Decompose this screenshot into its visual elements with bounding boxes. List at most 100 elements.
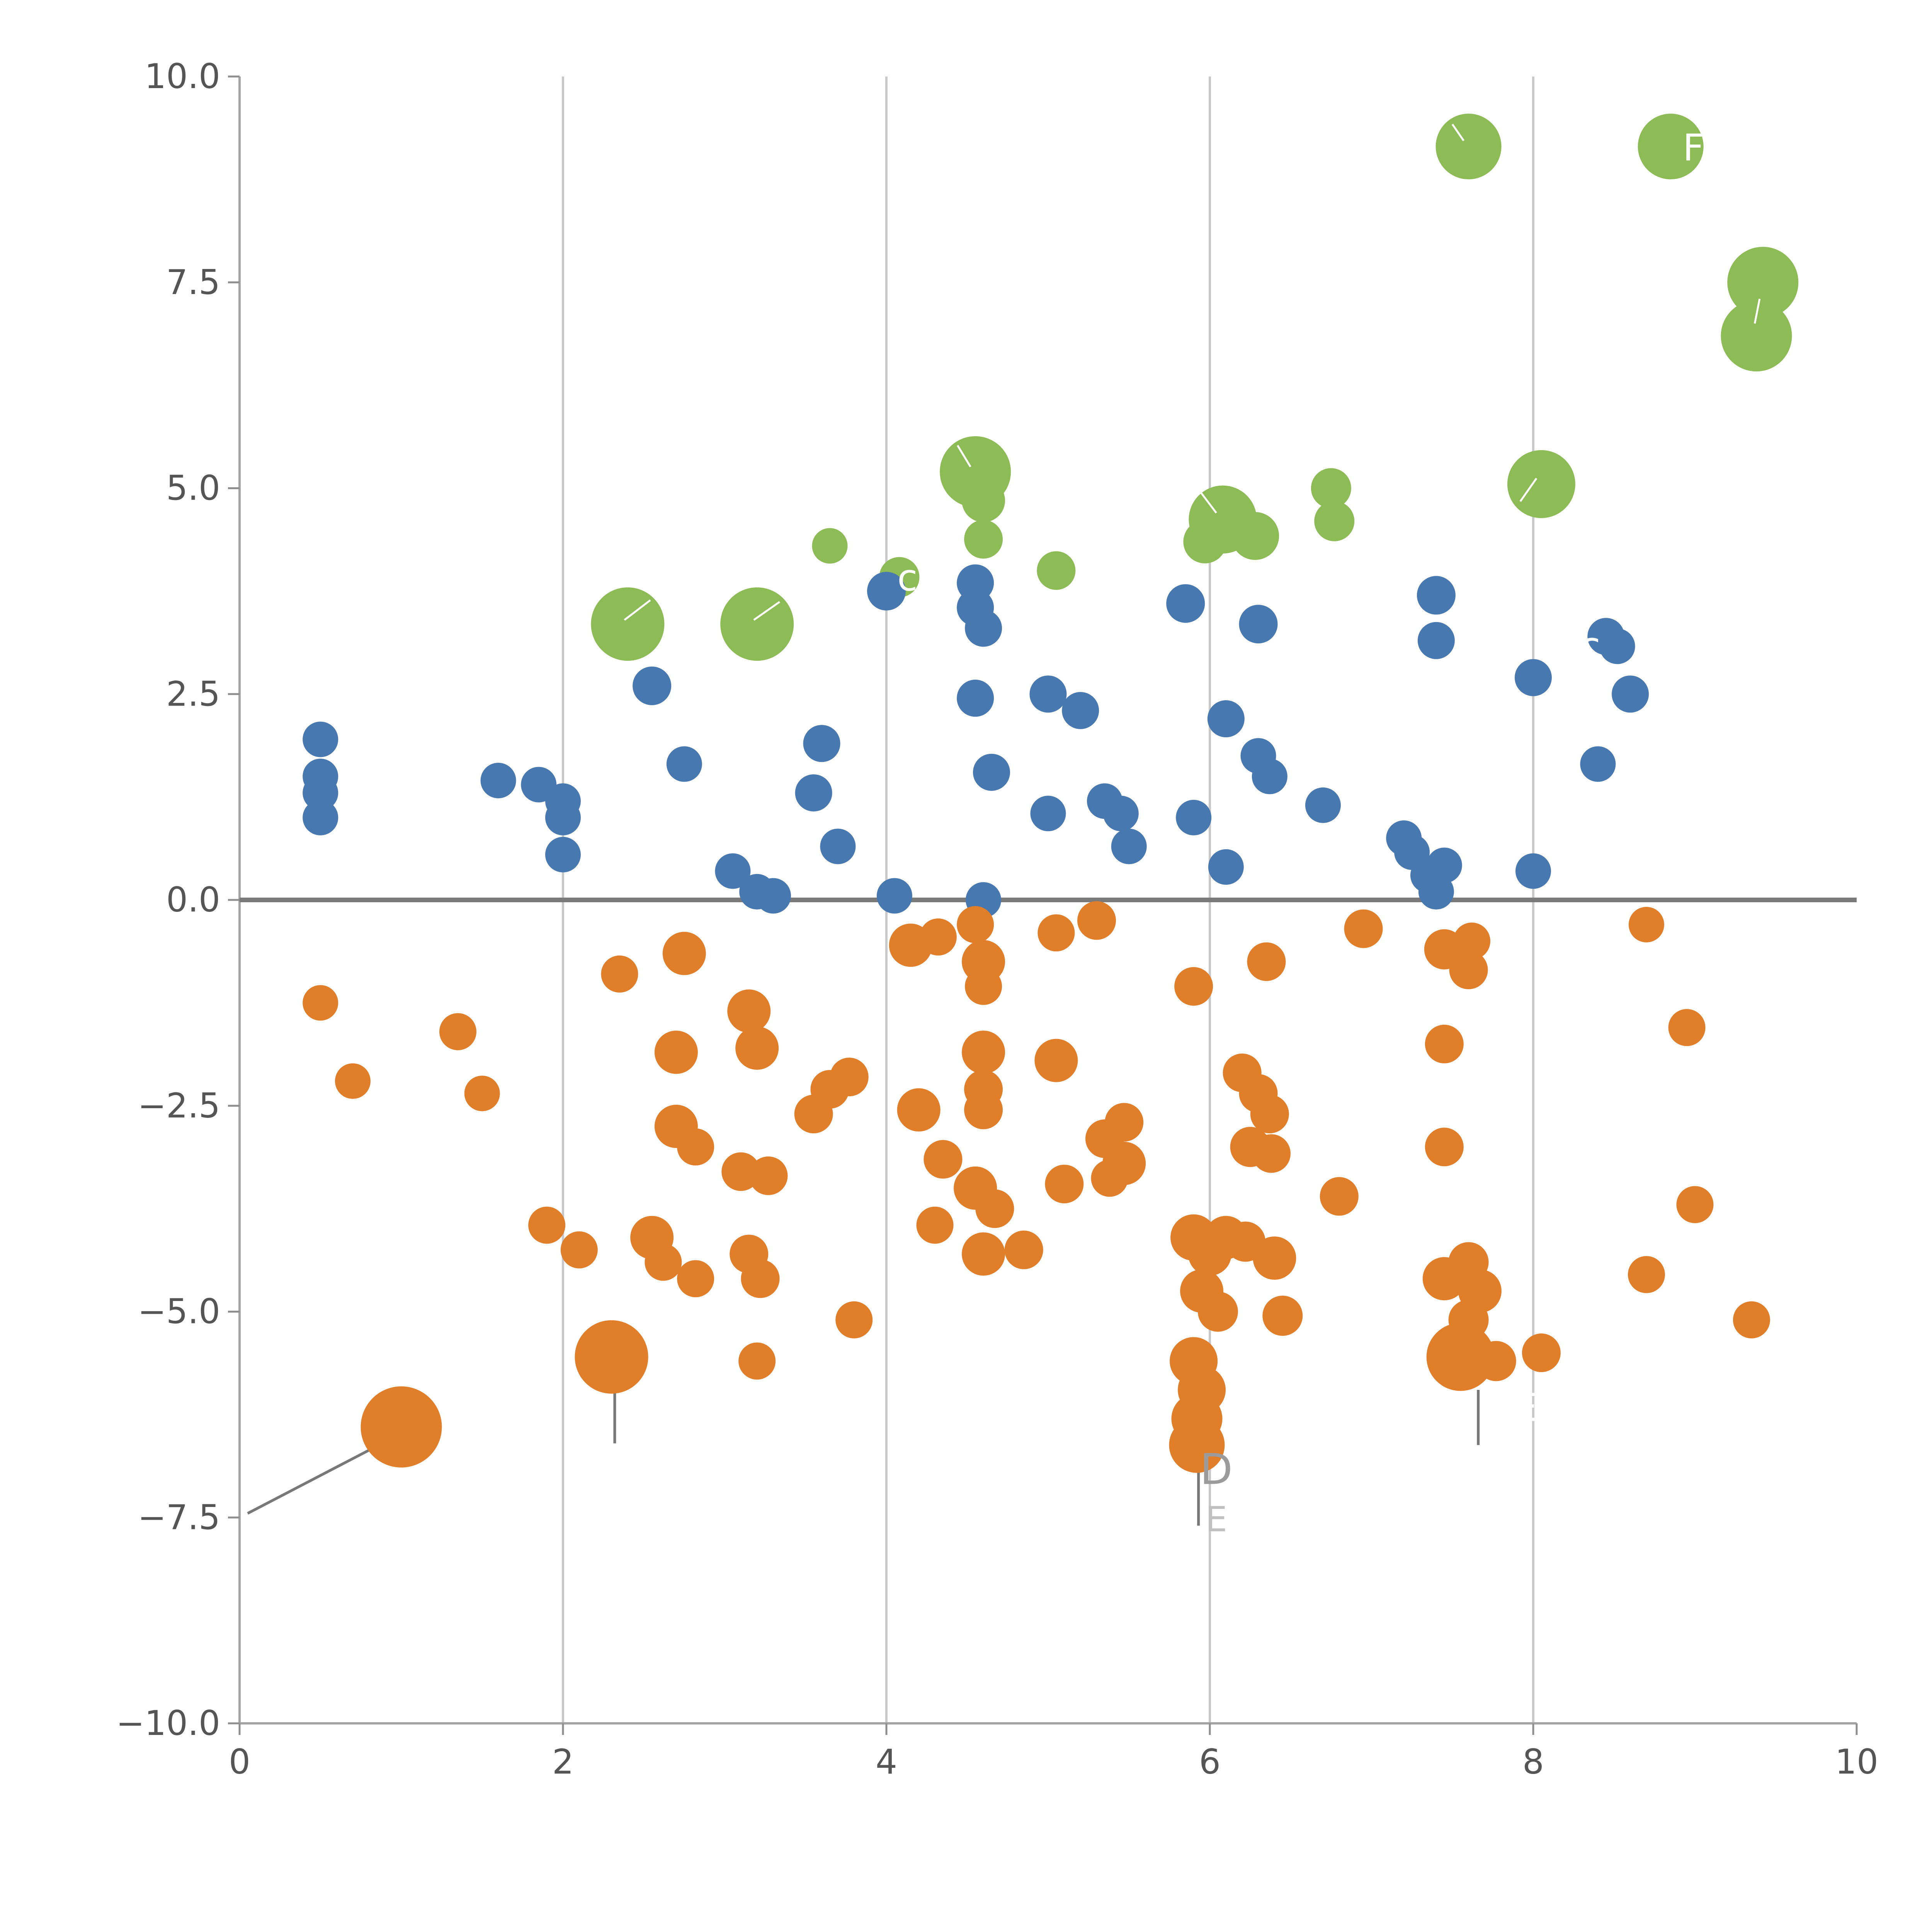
annotation-tick <box>1519 478 1537 502</box>
orange-dot <box>1077 901 1116 940</box>
orange-dot <box>1037 914 1075 952</box>
annotation-tick <box>753 601 781 621</box>
blue-dot <box>1599 628 1635 664</box>
orange-dot <box>601 955 638 993</box>
orange-dot <box>741 1259 780 1298</box>
y-tick-label: 7.5 <box>166 262 220 302</box>
orange-dot <box>1247 942 1286 981</box>
orange-dot <box>1004 1230 1043 1269</box>
orange-dot <box>1045 1165 1084 1204</box>
orange-dot <box>916 1206 954 1244</box>
blue-dot <box>1030 796 1066 832</box>
blue-dot <box>633 666 672 705</box>
orange-dot <box>1476 1341 1516 1381</box>
blue-dot <box>957 679 994 717</box>
orange-dot <box>1628 1256 1665 1293</box>
green-bubble <box>1183 520 1227 564</box>
orange-dot <box>361 1386 442 1468</box>
annotation-tick <box>1199 491 1217 514</box>
blue-dot <box>1239 605 1278 644</box>
orange-dot <box>965 968 1002 1005</box>
green-bubble <box>1727 247 1799 318</box>
y-tick-label: −7.5 <box>138 1497 220 1537</box>
orange-dot <box>335 1063 371 1099</box>
green-bubble <box>962 479 1005 522</box>
orange-dot <box>830 1058 869 1097</box>
orange-dot <box>964 1090 1003 1129</box>
blue-dot <box>876 878 912 914</box>
x-tick-label: 6 <box>1199 1742 1221 1782</box>
blue-dot <box>1515 659 1552 696</box>
green-bubble <box>1507 450 1575 518</box>
annotation-label: c <box>1579 623 1600 668</box>
y-tick-label: 0.0 <box>166 880 220 920</box>
y-tick-label: 2.5 <box>166 674 220 714</box>
green-bubble <box>1231 512 1279 560</box>
orange-dot <box>1262 1296 1303 1336</box>
green-bubble <box>812 528 848 564</box>
orange-dot <box>1426 1323 1495 1391</box>
blue-dot <box>1176 799 1212 835</box>
orange-dot <box>1425 1128 1464 1167</box>
x-tick-label: 8 <box>1522 1742 1544 1782</box>
blue-dot <box>1166 584 1205 623</box>
blue-dot <box>1580 746 1616 782</box>
blue-dot <box>755 878 791 914</box>
orange-dot <box>1453 922 1490 960</box>
blue-dot <box>1029 675 1067 713</box>
orange-dot <box>528 1206 566 1244</box>
orange-dot <box>1628 906 1664 942</box>
orange-dot <box>464 1075 500 1111</box>
orange-dot <box>1169 1417 1225 1473</box>
orange-dot <box>677 1260 714 1298</box>
annotation-tick <box>1753 298 1761 324</box>
orange-dot <box>749 1156 788 1195</box>
orange-dot <box>962 1031 1005 1074</box>
annotation-tick <box>957 445 971 468</box>
orange-dot <box>738 1342 776 1380</box>
orange-dot <box>1253 1236 1296 1280</box>
blue-dot <box>303 721 338 757</box>
annotation-label: D <box>1200 1444 1233 1494</box>
orange-dot <box>975 1189 1014 1228</box>
orange-dot <box>735 1026 779 1070</box>
blue-dot <box>1417 576 1456 615</box>
green-bubble <box>720 587 794 661</box>
blue-dot <box>666 746 702 782</box>
annotation-line <box>247 1438 391 1515</box>
blue-dot <box>303 799 338 835</box>
blue-dot <box>715 853 751 889</box>
orange-dot <box>575 1320 648 1394</box>
y-tick-label: 10.0 <box>145 56 220 96</box>
orange-dot <box>662 932 706 975</box>
annotation-label: F <box>1683 127 1704 170</box>
orange-dot <box>962 1232 1005 1276</box>
green-bubble <box>1037 551 1076 590</box>
blue-dot <box>1208 849 1244 885</box>
orange-dot <box>654 1031 698 1074</box>
blue-dot <box>545 799 581 835</box>
orange-dot <box>919 918 957 956</box>
x-tick-label: 10 <box>1835 1742 1878 1782</box>
green-bubble <box>1435 114 1502 180</box>
orange-dot <box>1320 1177 1359 1216</box>
green-bubble <box>964 520 1003 559</box>
orange-dot <box>1522 1333 1561 1372</box>
annotation-tick <box>1451 124 1465 141</box>
orange-dot <box>677 1128 714 1166</box>
blue-dot <box>545 837 581 872</box>
orange-dot <box>1344 909 1383 948</box>
y-tick-label: 5.0 <box>166 468 220 508</box>
orange-dot <box>1174 967 1213 1006</box>
blue-dot <box>1111 828 1147 864</box>
orange-dot <box>923 1140 963 1179</box>
blue-dot <box>1612 675 1649 713</box>
orange-dot <box>1733 1301 1770 1338</box>
orange-dot <box>835 1301 873 1338</box>
blue-dot <box>1418 874 1454 910</box>
orange-dot <box>1252 1134 1291 1173</box>
green-bubble <box>1721 300 1792 372</box>
orange-dot <box>1449 951 1488 990</box>
